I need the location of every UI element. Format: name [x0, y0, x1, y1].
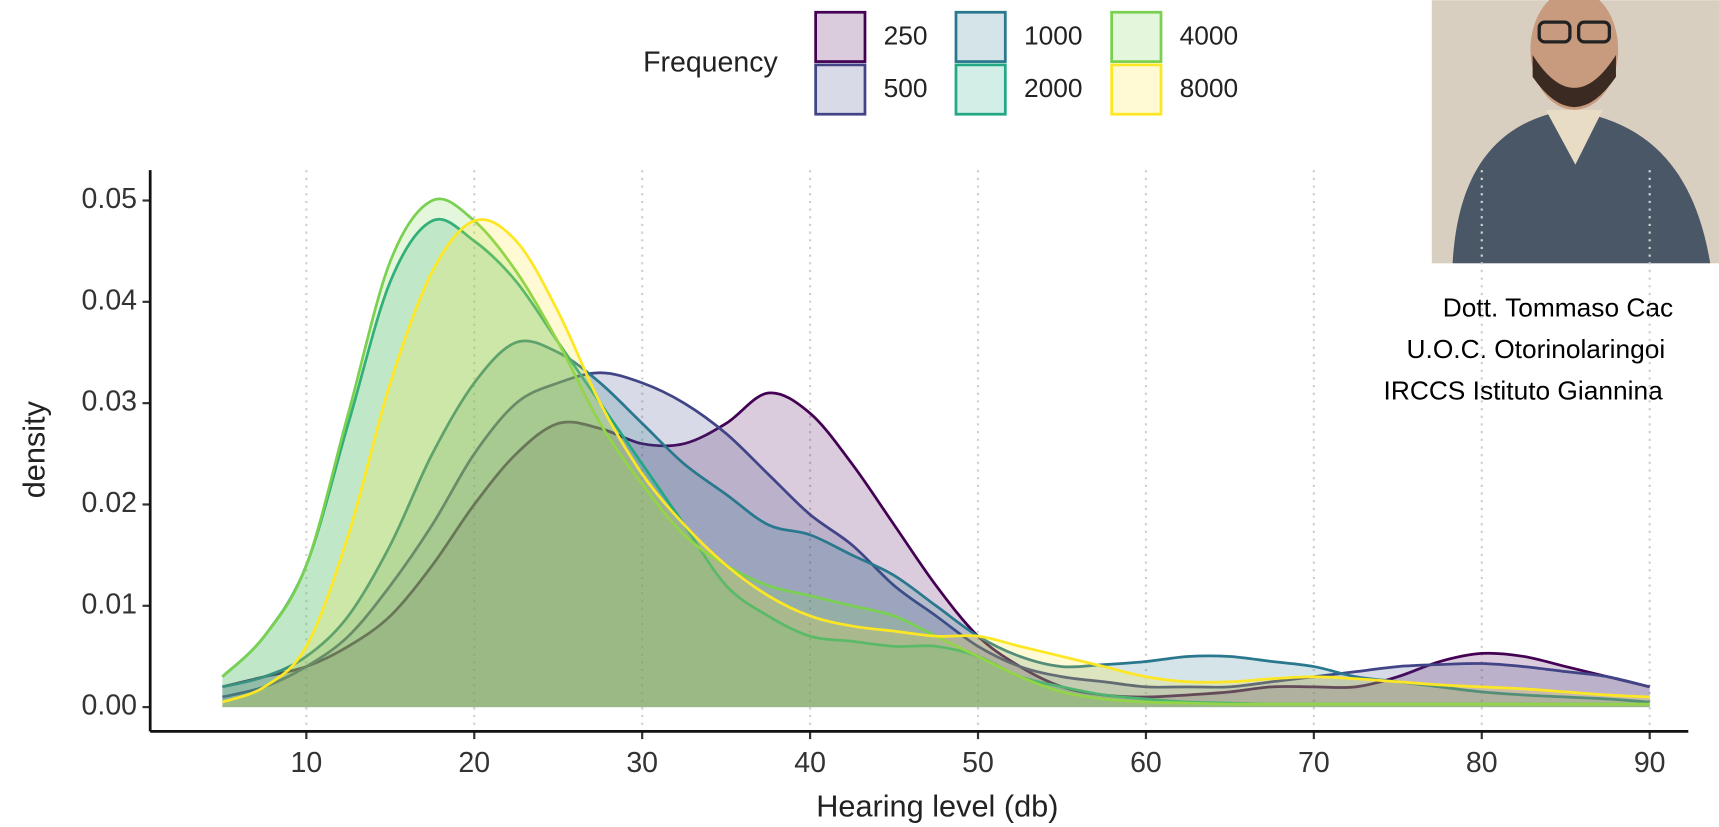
density-area [222, 372, 1650, 708]
legend-label: 500 [884, 73, 928, 103]
y-tick-label: 0.04 [82, 284, 138, 316]
legend-swatch [814, 10, 867, 63]
x-axis-label: Hearing level (db) [816, 788, 1058, 823]
density-area [222, 198, 1650, 708]
x-tick-label: 50 [962, 747, 994, 779]
y-tick-label: 0.00 [82, 690, 137, 722]
legend-swatch [814, 63, 867, 116]
legend-label: 4000 [1180, 20, 1239, 50]
photo-glasses [1537, 20, 1572, 44]
density-area [222, 340, 1650, 708]
photo [1431, 0, 1719, 264]
legend-swatch [1110, 10, 1163, 63]
density-area [222, 392, 1650, 708]
x-tick-label: 30 [626, 747, 658, 779]
density-area [222, 219, 1650, 708]
legend-swatch [1110, 63, 1163, 116]
y-tick-label: 0.02 [82, 487, 137, 519]
legend-label: 8000 [1180, 73, 1239, 103]
caption-line: Dott. Tommaso Cac [1443, 292, 1673, 322]
x-tick-label: 20 [458, 747, 490, 779]
density-line [222, 371, 1651, 699]
legend-label: 2000 [1024, 73, 1083, 103]
photo-beard [1532, 55, 1616, 108]
x-tick-label: 80 [1466, 747, 1498, 779]
legend-title: Frequency [643, 46, 778, 78]
legend-swatch [954, 10, 1007, 63]
legend-label: 1000 [1024, 20, 1083, 50]
caption-line: IRCCS Istituto Giannina [1384, 376, 1664, 406]
density-line [221, 197, 1650, 706]
plot-area: 10 20 30 40 50 60 70 80 90 0.00 0.01 0.02 0.03 0.04 0.… [82, 170, 1689, 779]
y-tick-label: 0.03 [82, 386, 137, 418]
y-tick-label: 0.01 [82, 588, 137, 620]
density-line [221, 218, 1650, 704]
x-tick-label: 90 [1634, 747, 1666, 779]
photo-collar [1545, 109, 1603, 165]
y-tick-label: 0.05 [82, 183, 137, 215]
legend-swatch [954, 63, 1007, 116]
density-area [222, 219, 1650, 708]
density-line [222, 391, 1651, 699]
x-tick-label: 60 [1130, 747, 1162, 779]
caption-line: U.O.C. Otorinolaringoi [1407, 334, 1666, 364]
y-axis-label: density [16, 400, 51, 498]
x-tick-label: 70 [1298, 747, 1330, 779]
photo-glasses [1577, 20, 1612, 44]
x-tick-label: 40 [794, 747, 826, 779]
photo-body [1452, 109, 1711, 264]
x-tick-label: 10 [291, 747, 323, 779]
legend-label: 250 [884, 20, 928, 50]
